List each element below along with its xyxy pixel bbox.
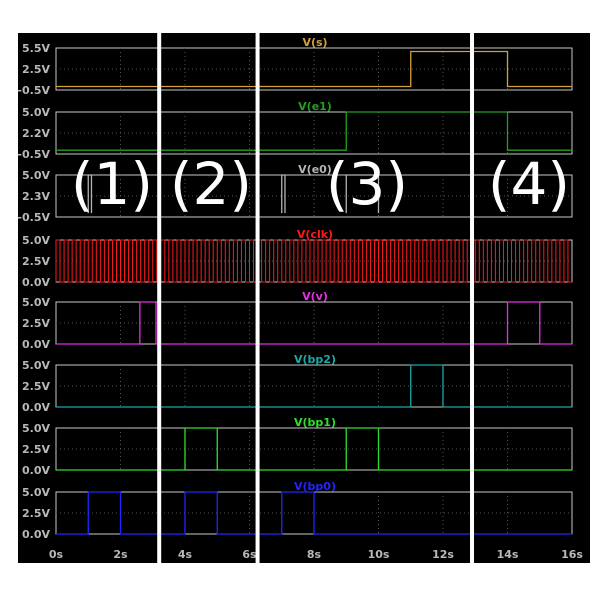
x-axis: 0s 2s 4s 6s 8s 10s 12s 14s 16s — [49, 548, 583, 561]
y-tick-label: 5.0V — [22, 422, 50, 435]
y-tick-label: 5.0V — [22, 296, 50, 309]
panel-v-bp1: 5.0V 2.5V 0.0V V(bp1) — [22, 416, 573, 477]
panel-v-e1: 5.0V 2.2V -0.5V V(e1) — [17, 100, 573, 161]
panel-v-s: 5.5V 2.5V -0.5V V(s) — [17, 36, 573, 97]
y-tick-label: 0.0V — [22, 338, 50, 351]
y-tick-label: 2.5V — [22, 380, 50, 393]
trace-line — [56, 50, 572, 88]
section-label-3: (3) — [326, 150, 408, 218]
x-tick-label: 14s — [497, 548, 519, 561]
section-labels: (1) (2) (3) (4) — [71, 150, 570, 218]
x-tick-label: 16s — [561, 548, 583, 561]
y-tick-label: 5.5V — [22, 42, 50, 55]
y-tick-label: 5.0V — [22, 169, 50, 182]
y-tick-label: 5.0V — [22, 234, 50, 247]
panel-v-e0: 5.0V 2.3V -0.5V V(e0) — [17, 163, 573, 224]
x-tick-label: 12s — [432, 548, 454, 561]
trace-line — [87, 174, 93, 214]
y-tick-label: 2.5V — [22, 63, 50, 76]
x-tick-label: 2s — [113, 548, 128, 561]
section-label-2: (2) — [170, 150, 252, 218]
trace-title: V(bp2) — [294, 353, 336, 366]
trace-title: V(bp1) — [294, 416, 336, 429]
trace-line — [56, 427, 572, 471]
y-tick-label: 5.0V — [22, 106, 50, 119]
trace-title: V(e1) — [298, 100, 332, 113]
trace-title: V(v) — [302, 290, 328, 303]
y-tick-label: 2.5V — [22, 507, 50, 520]
y-tick-label: 5.0V — [22, 359, 50, 372]
y-tick-label: 0.0V — [22, 528, 50, 541]
x-tick-label: 6s — [242, 548, 257, 561]
section-label-4: (4) — [488, 150, 570, 218]
panel-v-v: 5.0V 2.5V 0.0V V(v) — [22, 290, 573, 351]
section-dividers — [157, 33, 475, 563]
y-tick-label: 2.5V — [22, 255, 50, 268]
x-tick-label: 8s — [307, 548, 322, 561]
x-tick-label: 10s — [368, 548, 390, 561]
trace-title: V(s) — [302, 36, 327, 49]
panels-layer: 5.5V 2.5V -0.5V V(s) 5.0V 2.2V -0.5V V(e1) 5.0V 2… — [17, 36, 573, 541]
trace-line — [56, 491, 572, 535]
y-tick-label: 2.5V — [22, 317, 50, 330]
panel-v-clk: 5.0V 2.5V 0.0V V(clk) — [22, 228, 573, 289]
y-tick-label: 0.0V — [22, 401, 50, 414]
trace-title: V(e0) — [298, 163, 332, 176]
trace-line — [345, 174, 380, 214]
y-tick-label: -0.5V — [17, 84, 50, 97]
y-tick-label: 0.0V — [22, 276, 50, 289]
x-tick-label: 0s — [49, 548, 64, 561]
panel-v-bp0: 5.0V 2.5V 0.0V V(bp0) — [22, 480, 573, 541]
y-tick-label: 5.0V — [22, 486, 50, 499]
y-tick-label: 2.3V — [22, 190, 50, 203]
trace-line — [56, 364, 572, 408]
panel-v-bp2: 5.0V 2.5V 0.0V V(bp2) — [22, 353, 573, 414]
x-tick-label: 4s — [178, 548, 193, 561]
trace-line — [56, 301, 572, 345]
trace-line — [55, 239, 572, 283]
y-tick-label: 2.5V — [22, 443, 50, 456]
section-label-1: (1) — [71, 150, 153, 218]
plot-background — [18, 33, 590, 563]
y-tick-label: 0.0V — [22, 464, 50, 477]
trace-title: V(bp0) — [294, 480, 336, 493]
trace-line — [281, 174, 286, 214]
y-tick-label: -0.5V — [17, 211, 50, 224]
y-tick-label: 2.2V — [22, 127, 50, 140]
y-tick-label: -0.5V — [17, 148, 50, 161]
trace-title: V(clk) — [297, 228, 333, 241]
trace-line — [56, 111, 572, 151]
